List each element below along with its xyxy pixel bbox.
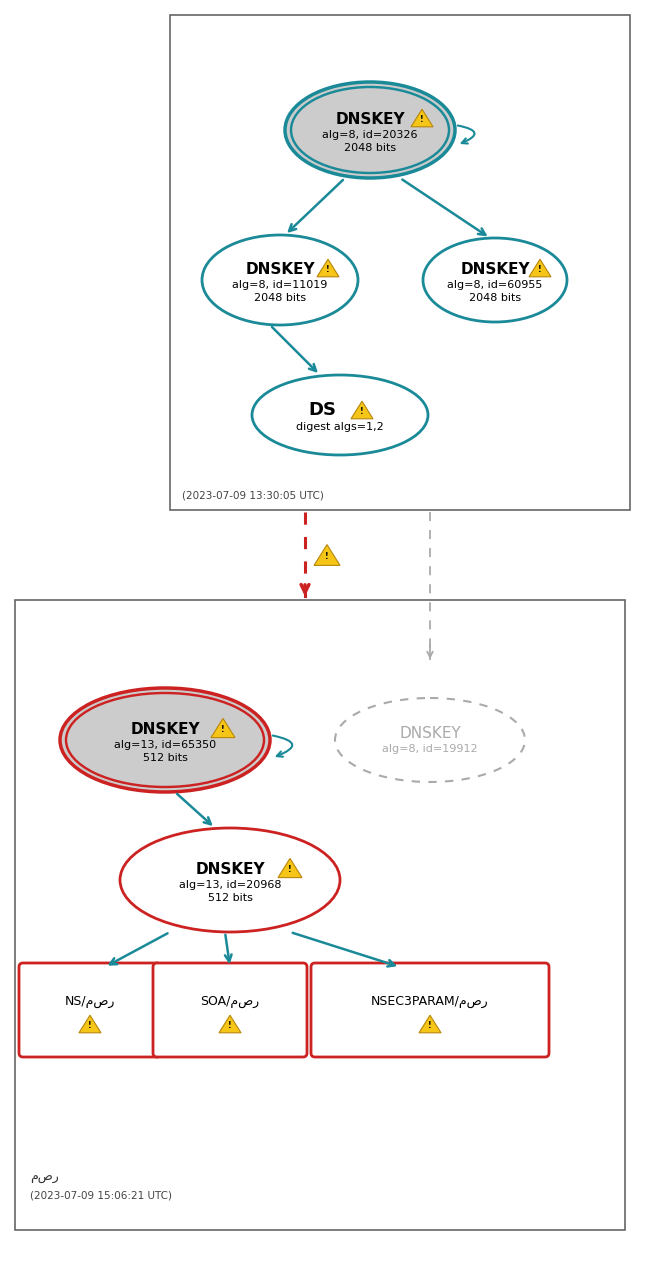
Text: مصر: مصر [30, 1171, 59, 1184]
Text: alg=8, id=60955: alg=8, id=60955 [447, 280, 542, 290]
Polygon shape [351, 401, 373, 419]
Text: 512 bits: 512 bits [207, 892, 253, 903]
Ellipse shape [335, 698, 525, 782]
Text: alg=8, id=11019: alg=8, id=11019 [233, 280, 328, 290]
FancyBboxPatch shape [170, 15, 630, 510]
Text: DNSKEY: DNSKEY [195, 863, 265, 877]
Text: alg=13, id=20968: alg=13, id=20968 [179, 880, 281, 890]
Text: 2048 bits: 2048 bits [469, 293, 521, 303]
Text: SOA/مصر: SOA/مصر [200, 995, 260, 1008]
Text: 2048 bits: 2048 bits [344, 143, 396, 153]
Text: !: ! [221, 726, 225, 735]
FancyBboxPatch shape [311, 962, 549, 1057]
Text: !: ! [428, 1021, 432, 1030]
Ellipse shape [423, 238, 567, 322]
FancyBboxPatch shape [19, 962, 161, 1057]
Polygon shape [419, 1015, 441, 1032]
Ellipse shape [202, 236, 358, 325]
FancyBboxPatch shape [15, 600, 625, 1230]
Text: !: ! [228, 1021, 232, 1030]
Text: NSEC3PARAM/مصر: NSEC3PARAM/مصر [371, 995, 489, 1008]
Text: 512 bits: 512 bits [143, 754, 187, 763]
Text: alg=8, id=19912: alg=8, id=19912 [382, 743, 478, 754]
Polygon shape [219, 1015, 241, 1032]
FancyArrowPatch shape [273, 736, 292, 756]
FancyArrowPatch shape [457, 126, 474, 144]
Text: !: ! [325, 552, 329, 561]
Polygon shape [317, 260, 339, 276]
Text: (2023-07-09 15:06:21 UTC): (2023-07-09 15:06:21 UTC) [30, 1190, 172, 1200]
Text: DNSKEY: DNSKEY [460, 262, 530, 278]
Polygon shape [79, 1015, 101, 1032]
Text: !: ! [420, 115, 424, 125]
Text: DNSKEY: DNSKEY [245, 262, 315, 278]
Text: !: ! [538, 265, 542, 274]
Ellipse shape [60, 687, 270, 792]
Polygon shape [314, 545, 340, 565]
Text: 2048 bits: 2048 bits [254, 293, 306, 303]
Text: DNSKEY: DNSKEY [130, 723, 200, 737]
Text: digest algs=1,2: digest algs=1,2 [296, 423, 384, 432]
Polygon shape [411, 109, 433, 127]
Text: (2023-07-09 13:30:05 UTC): (2023-07-09 13:30:05 UTC) [182, 490, 324, 500]
Text: !: ! [360, 407, 364, 416]
Text: DNSKEY: DNSKEY [335, 112, 405, 127]
Text: DNSKEY: DNSKEY [399, 727, 461, 741]
Text: !: ! [326, 265, 330, 274]
Polygon shape [278, 858, 302, 877]
Text: alg=8, id=20326: alg=8, id=20326 [322, 130, 418, 140]
Text: !: ! [88, 1021, 92, 1030]
FancyBboxPatch shape [153, 962, 307, 1057]
Text: alg=13, id=65350: alg=13, id=65350 [114, 740, 216, 750]
Ellipse shape [120, 827, 340, 932]
Ellipse shape [285, 81, 455, 178]
Text: !: ! [288, 866, 292, 875]
Polygon shape [529, 260, 551, 276]
Text: NS/مصر: NS/مصر [65, 995, 115, 1008]
Ellipse shape [252, 376, 428, 454]
Polygon shape [211, 718, 235, 737]
Text: DS: DS [308, 401, 336, 419]
